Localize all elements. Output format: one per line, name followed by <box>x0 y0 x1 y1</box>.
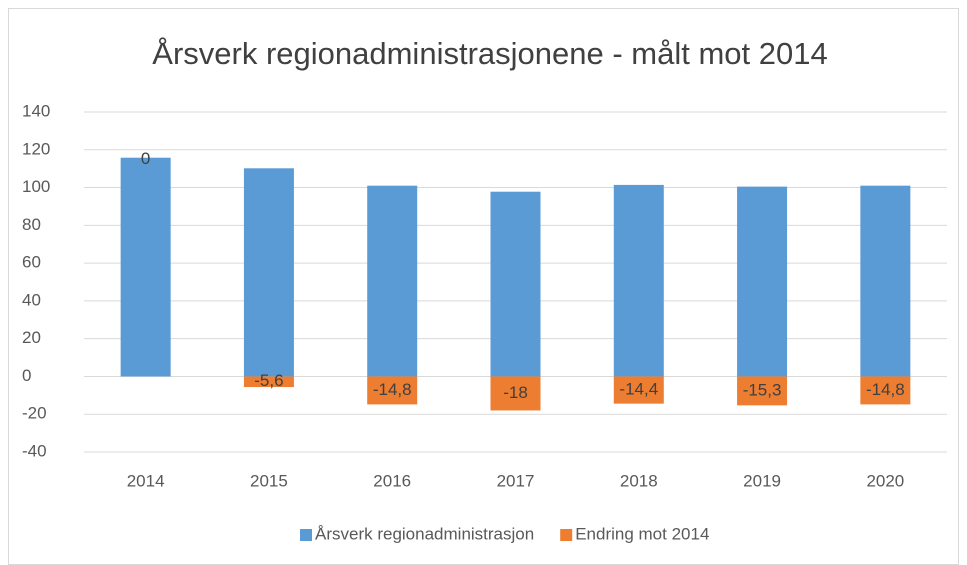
data-label: -18 <box>503 383 528 402</box>
data-label: -14,8 <box>373 380 412 399</box>
data-label: -14,8 <box>866 380 905 399</box>
data-label: -5,6 <box>254 371 283 390</box>
y-tick-label: 120 <box>22 139 50 158</box>
bar <box>490 376 541 411</box>
bar <box>367 376 418 405</box>
x-tick-label: 2020 <box>866 471 904 490</box>
y-tick-label: -40 <box>22 441 47 460</box>
legend-label: Endring mot 2014 <box>575 524 709 543</box>
data-label: -15,3 <box>743 380 782 399</box>
x-tick-label: 2015 <box>250 471 288 490</box>
y-tick-label: 100 <box>22 177 50 196</box>
bar <box>860 185 911 377</box>
bar <box>737 376 788 406</box>
y-tick-label: 80 <box>22 215 41 234</box>
chart-title: Årsverk regionadministrasjonene - målt m… <box>152 36 827 71</box>
legend-swatch <box>300 529 312 541</box>
bar <box>613 184 664 377</box>
legend-label: Årsverk regionadministrasjon <box>315 524 534 543</box>
legend-swatch <box>560 529 573 541</box>
y-tick-label: 140 <box>22 101 50 120</box>
y-tick-label: 20 <box>22 328 41 347</box>
bar <box>120 157 171 377</box>
y-tick-label: 0 <box>22 366 31 385</box>
x-tick-label: 2019 <box>743 471 781 490</box>
x-tick-label: 2016 <box>373 471 411 490</box>
bar <box>243 168 294 377</box>
data-label: -14,4 <box>619 380 658 399</box>
bar <box>860 376 911 405</box>
bar <box>490 191 541 377</box>
x-tick-label: 2017 <box>497 471 535 490</box>
x-tick-label: 2014 <box>127 471 165 490</box>
bar <box>613 376 664 404</box>
x-tick-label: 2018 <box>620 471 658 490</box>
bar <box>243 376 294 388</box>
bar <box>737 186 788 377</box>
bar <box>367 185 418 377</box>
y-tick-label: -20 <box>22 404 47 423</box>
y-tick-label: 40 <box>22 290 41 309</box>
data-label: 0 <box>141 149 150 168</box>
y-tick-label: 60 <box>22 253 41 272</box>
